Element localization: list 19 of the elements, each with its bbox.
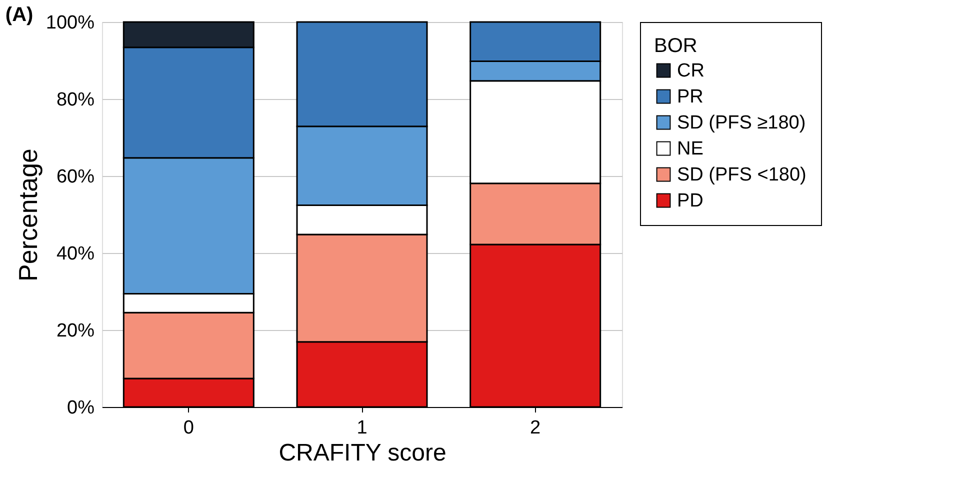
y-tick-label: 0% (67, 398, 95, 418)
legend-label: SD (PFS ≥180) (677, 112, 806, 134)
legend-label: SD (PFS <180) (677, 164, 806, 186)
y-tick-label: 40% (56, 244, 95, 264)
y-tick-label: 60% (56, 166, 95, 188)
y-axis-title: Percentage (12, 148, 43, 282)
legend-label: PR (677, 86, 704, 108)
x-axis-title: CRAFITY score (278, 440, 446, 466)
legend-label: PD (677, 190, 704, 212)
y-tick-label: 100% (46, 12, 95, 34)
x-tick-label: 0 (183, 418, 194, 438)
x-tick-label: 1 (356, 418, 368, 438)
y-tick-label: 80% (56, 90, 95, 110)
chart-title: (A) (5, 4, 34, 26)
legend-label: NE (677, 138, 704, 160)
y-tick-label: 20% (56, 320, 95, 342)
legend-label: CR (677, 60, 704, 82)
legend-title: BOR (654, 35, 698, 57)
x-tick-label: 2 (530, 418, 541, 438)
